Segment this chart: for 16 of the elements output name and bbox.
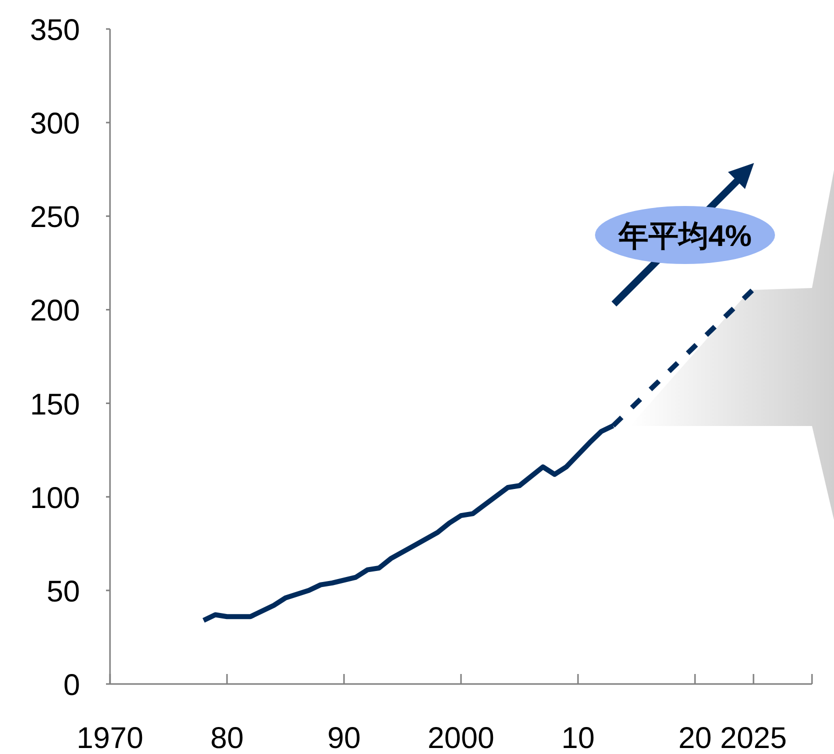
x-tick-label: 2025 bbox=[720, 722, 787, 754]
y-tick-label: 300 bbox=[30, 108, 80, 141]
x-tick-label: 1970 bbox=[76, 722, 144, 754]
x-tick-label: 2000 bbox=[428, 722, 494, 754]
y-tick-label: 200 bbox=[30, 294, 80, 328]
y-tick-label: 150 bbox=[30, 388, 80, 422]
x-tick-label: 10 bbox=[561, 722, 595, 754]
y-tick-label: 50 bbox=[46, 575, 80, 608]
x-tick-label: 80 bbox=[210, 722, 244, 754]
x-tick-label: 20 bbox=[678, 722, 712, 754]
annotation: 年平均4% bbox=[617, 220, 752, 253]
x-tick-label: 90 bbox=[327, 722, 361, 754]
y-tick-label: 100 bbox=[30, 482, 80, 515]
y-tick-label: 0 bbox=[63, 669, 80, 702]
y-tick-label: 350 bbox=[30, 14, 80, 47]
y-tick-label: 250 bbox=[30, 201, 80, 234]
